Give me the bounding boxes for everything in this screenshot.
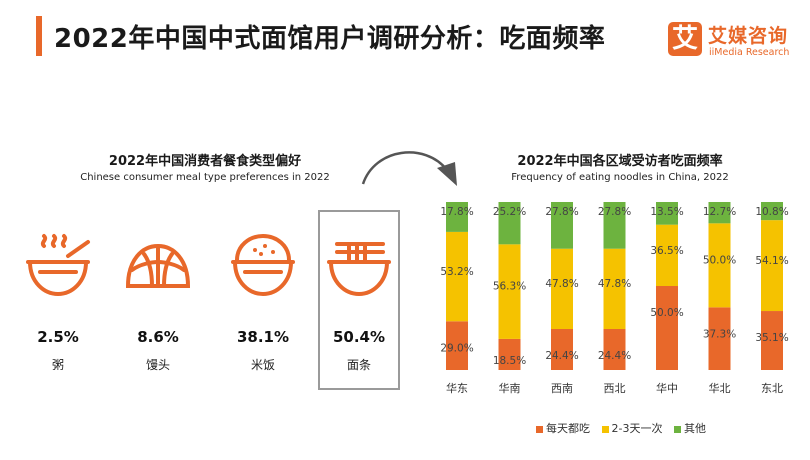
meal-pct-bun: 8.6% bbox=[137, 328, 179, 346]
legend-item-other: 其他 bbox=[673, 422, 706, 435]
noodle-bowl-icon bbox=[327, 242, 391, 297]
bar-label-every-2-3-days-2: 47.8% bbox=[545, 278, 578, 290]
logo-mark: 艾 bbox=[668, 22, 702, 56]
meal-name-bun: 馒头 bbox=[145, 358, 170, 372]
iimedia-logo: 艾 艾媒咨询 iiMedia Research bbox=[668, 22, 808, 62]
porridge-bowl-icon bbox=[26, 234, 90, 297]
bar-label-other-3: 27.8% bbox=[598, 206, 631, 218]
chart-legend: 每天都吃 2-3天一次 其他 bbox=[536, 420, 714, 436]
highlight-frame bbox=[318, 210, 400, 390]
bar-label-daily-6: 35.1% bbox=[755, 332, 788, 344]
x-tick-label-6: 东北 bbox=[761, 382, 783, 395]
bar-label-other-5: 12.7% bbox=[703, 206, 736, 218]
bar-daily-4 bbox=[656, 286, 678, 370]
meal-pref-subtitle: Chinese consumer meal type preferences i… bbox=[80, 172, 330, 183]
meal-name-porridge: 粥 bbox=[51, 358, 64, 372]
curved-arrow-icon bbox=[361, 151, 457, 186]
bar-other-6 bbox=[761, 202, 783, 221]
x-tick-label-1: 华南 bbox=[499, 381, 521, 395]
legend-label-other: 其他 bbox=[683, 422, 706, 435]
bar-daily-0 bbox=[446, 321, 468, 370]
bar-every-2-3-days-3 bbox=[603, 248, 626, 330]
bar-label-every-2-3-days-3: 47.8% bbox=[598, 278, 631, 290]
bar-label-other-2: 27.8% bbox=[545, 206, 578, 218]
legend-swatch-every-2-3-days bbox=[601, 425, 609, 433]
logo-text-en: iiMedia Research bbox=[709, 47, 790, 58]
bar-label-every-2-3-days-4: 36.5% bbox=[650, 245, 683, 257]
legend-item-daily: 每天都吃 bbox=[536, 422, 590, 435]
x-tick-label-4: 华中 bbox=[656, 381, 678, 395]
bar-label-daily-1: 18.5% bbox=[493, 355, 526, 367]
bar-daily-1 bbox=[498, 338, 521, 370]
bar-every-2-3-days-5 bbox=[708, 223, 731, 308]
meal-pct-noodles: 50.4% bbox=[332, 328, 386, 346]
bar-every-2-3-days-4 bbox=[656, 224, 678, 286]
bar-label-other-1: 25.2% bbox=[493, 206, 526, 218]
bar-daily-3 bbox=[603, 329, 626, 370]
bar-label-other-4: 13.5% bbox=[650, 206, 683, 218]
bar-label-other-6: 10.8% bbox=[755, 206, 788, 218]
meal-item-noodles bbox=[319, 232, 399, 298]
bar-label-daily-3: 24.4% bbox=[598, 350, 631, 362]
chart-title: 2022年中国各区域受访者吃面频率 bbox=[517, 154, 723, 169]
bar-other-2 bbox=[551, 202, 573, 249]
bar-other-4 bbox=[656, 202, 678, 225]
bar-label-every-2-3-days-1: 56.3% bbox=[493, 281, 526, 293]
legend-swatch-other bbox=[673, 425, 681, 433]
bar-every-2-3-days-6 bbox=[761, 220, 783, 312]
bar-every-2-3-days-1 bbox=[498, 244, 521, 339]
x-tick-label-0: 华东 bbox=[446, 381, 468, 395]
bar-other-0 bbox=[446, 202, 468, 232]
meal-name-rice: 米饭 bbox=[250, 358, 275, 372]
bar-label-every-2-3-days-0: 53.2% bbox=[440, 266, 473, 278]
bar-label-daily-2: 24.4% bbox=[545, 350, 578, 362]
meal-item-porridge bbox=[18, 232, 98, 298]
x-tick-label-3: 西北 bbox=[604, 382, 626, 395]
logo-text-cn: 艾媒咨询 bbox=[708, 25, 789, 47]
meal-item-bun bbox=[118, 240, 198, 296]
bar-other-3 bbox=[603, 202, 626, 249]
x-tick-label-5: 华北 bbox=[709, 381, 731, 395]
bar-label-every-2-3-days-5: 50.0% bbox=[703, 255, 736, 267]
chart-subtitle: Frequency of eating noodles in China, 20… bbox=[511, 172, 729, 183]
x-tick-label-2: 西南 bbox=[551, 382, 573, 395]
bar-other-5 bbox=[708, 202, 731, 224]
bar-label-other-0: 17.8% bbox=[440, 206, 473, 218]
rice-bowl-icon bbox=[231, 233, 295, 297]
legend-label-daily: 每天都吃 bbox=[546, 422, 590, 435]
bar-daily-6 bbox=[761, 311, 783, 370]
legend-item-every-2-3-days: 2-3天一次 bbox=[601, 422, 663, 435]
bar-label-every-2-3-days-6: 54.1% bbox=[755, 255, 788, 267]
bar-daily-5 bbox=[708, 307, 731, 370]
bar-daily-2 bbox=[551, 329, 573, 370]
bar-label-daily-0: 29.0% bbox=[440, 342, 473, 354]
legend-swatch-daily bbox=[536, 425, 543, 433]
legend-label-every-2-3-days: 2-3天一次 bbox=[611, 422, 663, 435]
page-title: 2022年中国中式面馆用户调研分析：吃面频率 bbox=[54, 24, 606, 54]
bar-every-2-3-days-0 bbox=[446, 231, 468, 322]
bar-every-2-3-days-2 bbox=[551, 248, 573, 330]
stacked-bar-chart: 29.0% 53.2% 17.8% 华东 18.5% 56.3% 25.2% 华南 24.4% 4… bbox=[440, 202, 789, 395]
steamed-bun-icon bbox=[125, 243, 191, 288]
meal-name-noodles: 面条 bbox=[346, 358, 371, 372]
meal-pct-porridge: 2.5% bbox=[37, 328, 79, 346]
bar-label-daily-5: 37.3% bbox=[703, 328, 736, 340]
bar-label-daily-4: 50.0% bbox=[650, 307, 683, 319]
meal-item-rice bbox=[223, 232, 303, 298]
title-accent-bar bbox=[36, 16, 42, 56]
meal-pct-rice: 38.1% bbox=[236, 328, 290, 346]
meal-pref-title: 2022年中国消费者餐食类型偏好 bbox=[108, 154, 302, 169]
bar-other-1 bbox=[498, 202, 521, 245]
